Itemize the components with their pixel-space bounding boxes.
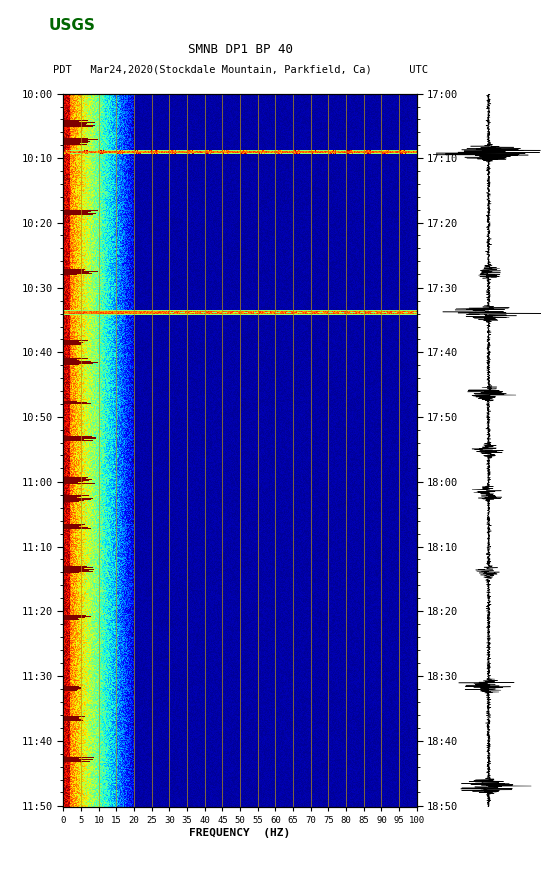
Text: PDT   Mar24,2020(Stockdale Mountain, Parkfield, Ca)      UTC: PDT Mar24,2020(Stockdale Mountain, Parkf…	[52, 64, 428, 75]
Text: SMNB DP1 BP 40: SMNB DP1 BP 40	[188, 43, 293, 55]
X-axis label: FREQUENCY  (HZ): FREQUENCY (HZ)	[189, 828, 291, 838]
Text: USGS: USGS	[49, 19, 95, 33]
Polygon shape	[6, 8, 45, 40]
